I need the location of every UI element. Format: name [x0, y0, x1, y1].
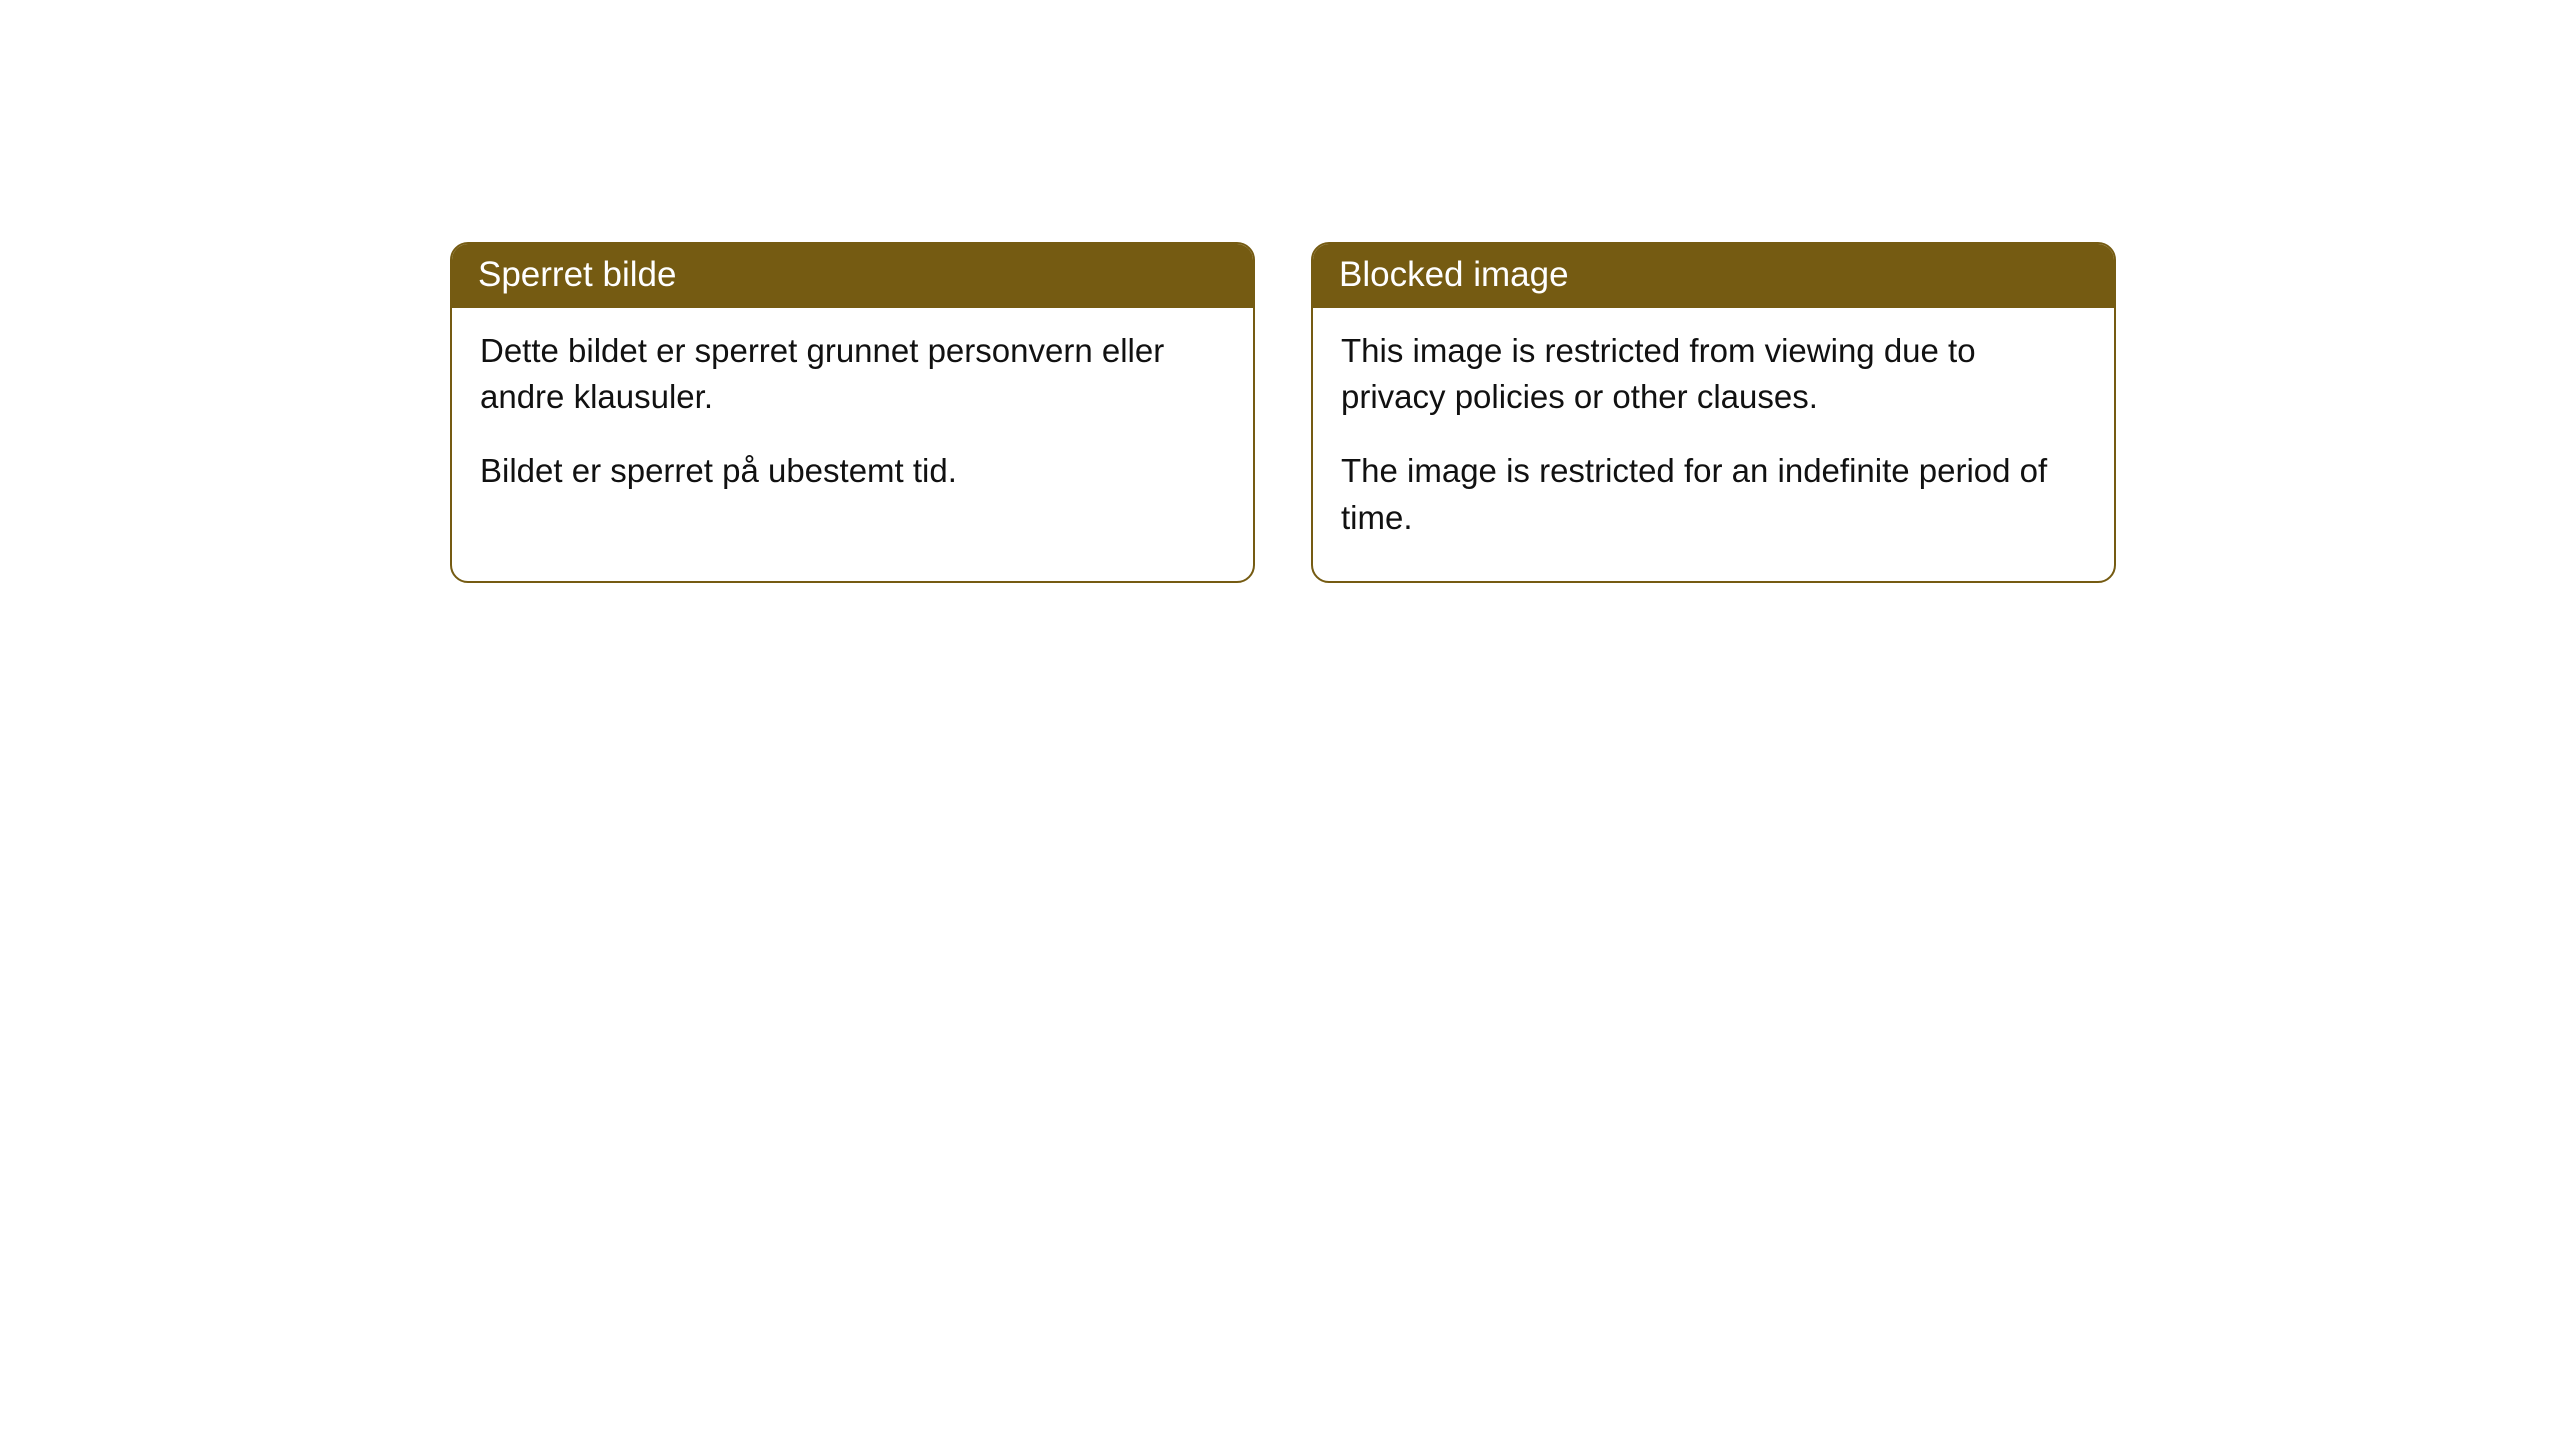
- card-header-english: Blocked image: [1313, 244, 2114, 308]
- notice-container: Sperret bilde Dette bildet er sperret gr…: [450, 242, 2116, 583]
- card-paragraph-norwegian-1: Dette bildet er sperret grunnet personve…: [480, 328, 1225, 420]
- card-paragraph-norwegian-2: Bildet er sperret på ubestemt tid.: [480, 448, 1225, 494]
- notice-card-norwegian: Sperret bilde Dette bildet er sperret gr…: [450, 242, 1255, 583]
- notice-card-english: Blocked image This image is restricted f…: [1311, 242, 2116, 583]
- card-title-english: Blocked image: [1339, 255, 1569, 294]
- card-paragraph-english-1: This image is restricted from viewing du…: [1341, 328, 2086, 420]
- card-body-norwegian: Dette bildet er sperret grunnet personve…: [452, 308, 1253, 535]
- card-header-norwegian: Sperret bilde: [452, 244, 1253, 308]
- card-title-norwegian: Sperret bilde: [478, 255, 676, 294]
- card-paragraph-english-2: The image is restricted for an indefinit…: [1341, 448, 2086, 540]
- card-body-english: This image is restricted from viewing du…: [1313, 308, 2114, 581]
